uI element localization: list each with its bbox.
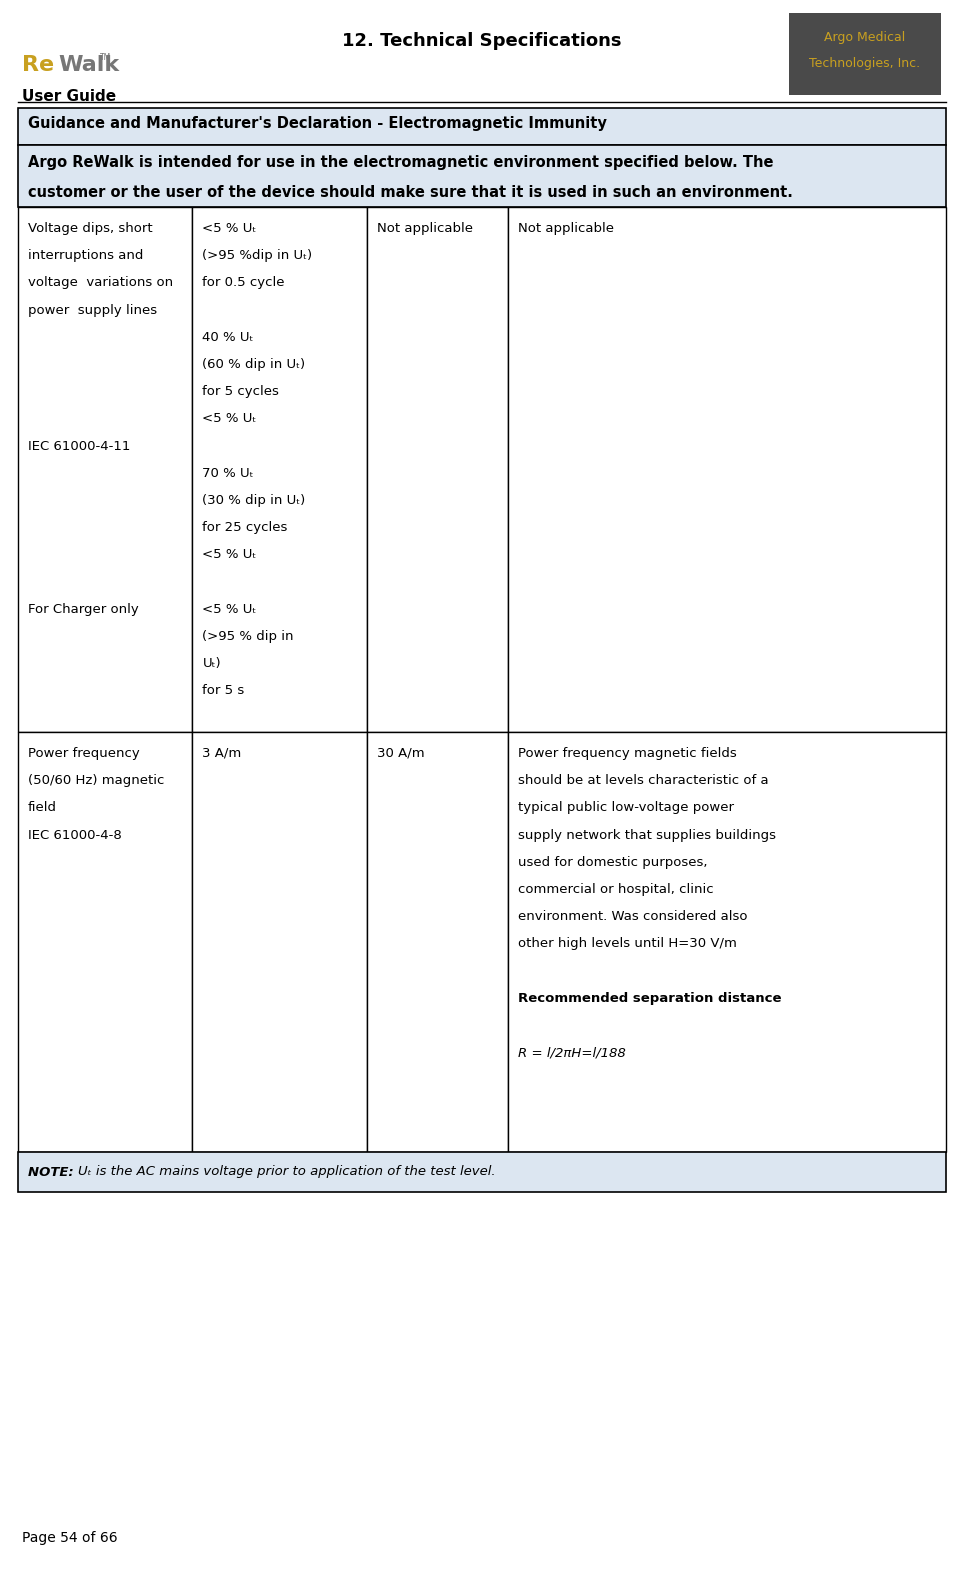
Text: (30 % dip in Uₜ): (30 % dip in Uₜ): [202, 495, 306, 507]
Text: (>95 % dip in: (>95 % dip in: [202, 629, 294, 644]
Text: IEC 61000-4-8: IEC 61000-4-8: [28, 829, 121, 842]
Text: Uₜ): Uₜ): [202, 658, 221, 670]
Bar: [789, 13, 941, 95]
Text: 3 A/m: 3 A/m: [202, 747, 242, 759]
Text: TM: TM: [100, 52, 111, 62]
Bar: [18, 732, 193, 1152]
Text: environment. Was considered also: environment. Was considered also: [518, 910, 747, 922]
Text: Voltage dips, short: Voltage dips, short: [28, 222, 152, 235]
Text: NOTE:: NOTE:: [28, 1165, 78, 1179]
Text: (50/60 Hz) magnetic: (50/60 Hz) magnetic: [28, 773, 165, 788]
Text: 40 % Uₜ: 40 % Uₜ: [202, 331, 254, 344]
Text: Recommended separation distance: Recommended separation distance: [518, 992, 782, 1005]
Text: field: field: [28, 802, 57, 815]
Text: <5 % Uₜ: <5 % Uₜ: [202, 602, 256, 617]
Text: Walk: Walk: [58, 55, 120, 74]
Text: typical public low-voltage power: typical public low-voltage power: [518, 802, 734, 815]
Text: for 25 cycles: for 25 cycles: [202, 521, 288, 534]
Text: Not applicable: Not applicable: [377, 222, 473, 235]
Text: used for domestic purposes,: used for domestic purposes,: [518, 856, 708, 869]
Bar: [18, 1152, 946, 1192]
Bar: [367, 208, 508, 732]
Bar: [193, 732, 367, 1152]
Text: power  supply lines: power supply lines: [28, 304, 157, 317]
Text: for 5 s: for 5 s: [202, 685, 245, 697]
Text: (60 % dip in Uₜ): (60 % dip in Uₜ): [202, 358, 306, 371]
Text: (>95 %dip in Uₜ): (>95 %dip in Uₜ): [202, 249, 312, 262]
Text: 70 % Uₜ: 70 % Uₜ: [202, 468, 254, 480]
Text: For Charger only: For Charger only: [28, 602, 139, 617]
Text: IEC 61000-4-11: IEC 61000-4-11: [28, 439, 130, 453]
Bar: [508, 208, 946, 732]
Text: User Guide: User Guide: [22, 89, 116, 105]
Text: other high levels until H=30 V/m: other high levels until H=30 V/m: [518, 937, 736, 951]
Text: commercial or hospital, clinic: commercial or hospital, clinic: [518, 883, 713, 896]
Text: 12. Technical Specifications: 12. Technical Specifications: [342, 32, 622, 51]
Bar: [367, 732, 508, 1152]
Text: Not applicable: Not applicable: [518, 222, 614, 235]
Text: supply network that supplies buildings: supply network that supplies buildings: [518, 829, 776, 842]
Text: Uₜ is the AC mains voltage prior to application of the test level.: Uₜ is the AC mains voltage prior to appl…: [78, 1165, 495, 1179]
Bar: [18, 108, 946, 144]
Text: Guidance and Manufacturer's Declaration - Electromagnetic Immunity: Guidance and Manufacturer's Declaration …: [28, 116, 607, 132]
Text: Argo Medical: Argo Medical: [824, 32, 905, 44]
Bar: [18, 208, 193, 732]
Text: 30 A/m: 30 A/m: [377, 747, 424, 759]
Text: interruptions and: interruptions and: [28, 249, 144, 262]
Text: should be at levels characteristic of a: should be at levels characteristic of a: [518, 773, 768, 788]
Bar: [508, 732, 946, 1152]
Text: for 0.5 cycle: for 0.5 cycle: [202, 276, 285, 290]
Text: <5 % Uₜ: <5 % Uₜ: [202, 412, 256, 425]
Text: voltage  variations on: voltage variations on: [28, 276, 174, 290]
Text: Power frequency magnetic fields: Power frequency magnetic fields: [518, 747, 736, 759]
Text: customer or the user of the device should make sure that it is used in such an e: customer or the user of the device shoul…: [28, 185, 792, 200]
Bar: [193, 208, 367, 732]
Text: Re: Re: [22, 55, 54, 74]
Text: <5 % Uₜ: <5 % Uₜ: [202, 548, 256, 561]
Text: <5 % Uₜ: <5 % Uₜ: [202, 222, 256, 235]
Text: Technologies, Inc.: Technologies, Inc.: [810, 57, 921, 70]
Text: for 5 cycles: for 5 cycles: [202, 385, 280, 398]
Text: Power frequency: Power frequency: [28, 747, 140, 759]
Text: Page 54 of 66: Page 54 of 66: [22, 1531, 118, 1545]
Text: R = l/2πH=l/188: R = l/2πH=l/188: [518, 1046, 626, 1059]
Bar: [18, 144, 946, 208]
Text: Argo ReWalk is intended for use in the electromagnetic environment specified bel: Argo ReWalk is intended for use in the e…: [28, 155, 773, 170]
